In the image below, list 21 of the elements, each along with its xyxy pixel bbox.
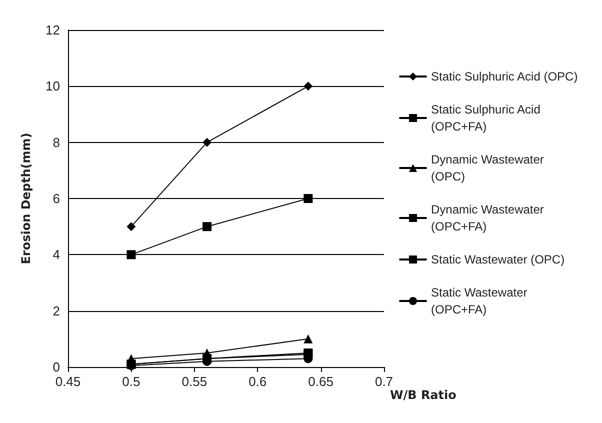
y-tick-label: 8 xyxy=(52,134,60,150)
y-tick-label: 6 xyxy=(52,191,60,206)
legend-label: Static Wastewater (OPC+FA) xyxy=(431,286,531,316)
legend-label: Dynamic Wastewater (OPC+FA) xyxy=(431,202,548,234)
y-tick-label: 4 xyxy=(52,247,60,262)
x-axis-title: W/B Ratio xyxy=(390,388,456,402)
x-tick-label: 0.5 xyxy=(122,374,140,389)
x-tick-label: 0.6 xyxy=(248,374,267,389)
y-tick-label: 2 xyxy=(52,303,60,318)
legend-label: Static Sulphuric Acid (OPC) xyxy=(431,70,578,84)
y-tick-label: 10 xyxy=(46,78,60,94)
x-tick-label: 0.45 xyxy=(55,374,81,389)
x-tick-label: 0.65 xyxy=(308,374,334,389)
legend-label: Dynamic Wastewater (OPC) xyxy=(431,152,548,184)
y-tick-label: 12 xyxy=(46,22,60,38)
x-tick-label: 0.55 xyxy=(182,374,208,389)
legend-label: Static Sulphuric Acid (OPC+FA) xyxy=(431,102,544,134)
y-tick-label: 0 xyxy=(52,360,60,374)
x-tick-label: 0.7 xyxy=(374,374,394,389)
y-axis-title: Erosion Depth(mm) xyxy=(19,132,33,264)
legend-label: Static Wastewater (OPC) xyxy=(431,252,565,266)
